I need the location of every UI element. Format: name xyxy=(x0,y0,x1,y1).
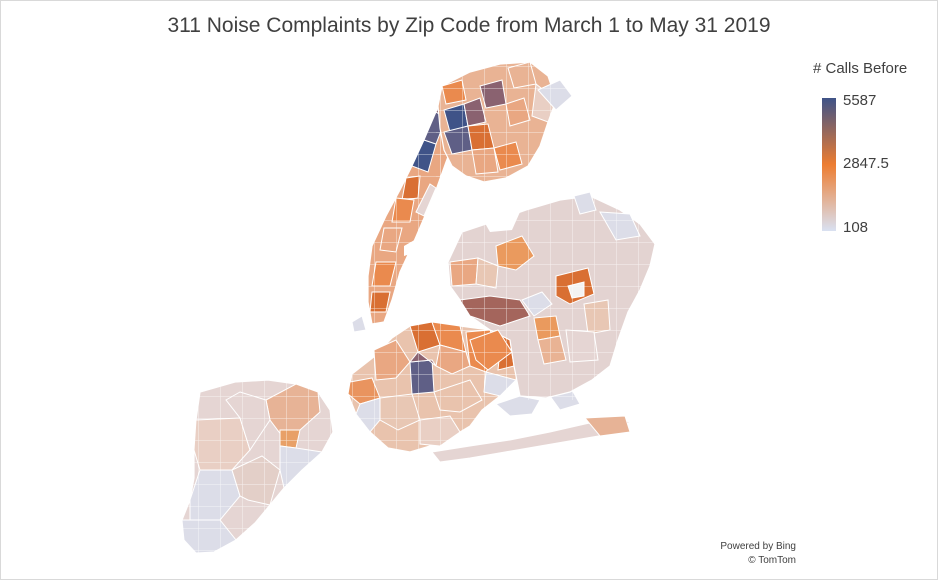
bing-attribution: Powered by Bing xyxy=(720,541,796,552)
queens xyxy=(444,194,658,400)
legend-mid-label: 2847.5 xyxy=(843,155,889,172)
central-park xyxy=(415,183,437,217)
legend-max-label: 5587 xyxy=(843,92,877,109)
tomtom-attribution: © TomTom xyxy=(748,555,796,566)
chart-title: 311 Noise Complaints by Zip Code from Ma… xyxy=(167,14,771,37)
legend-title: # Calls Before xyxy=(813,60,908,77)
rockaway xyxy=(431,389,632,463)
flushing-bay xyxy=(482,206,520,232)
outer-islands xyxy=(351,191,597,333)
legend-min-label: 108 xyxy=(843,219,869,236)
east-river-islands xyxy=(404,236,430,256)
bronx xyxy=(436,60,576,184)
staten-island xyxy=(181,379,334,555)
legend-gradient-bar xyxy=(822,98,836,231)
